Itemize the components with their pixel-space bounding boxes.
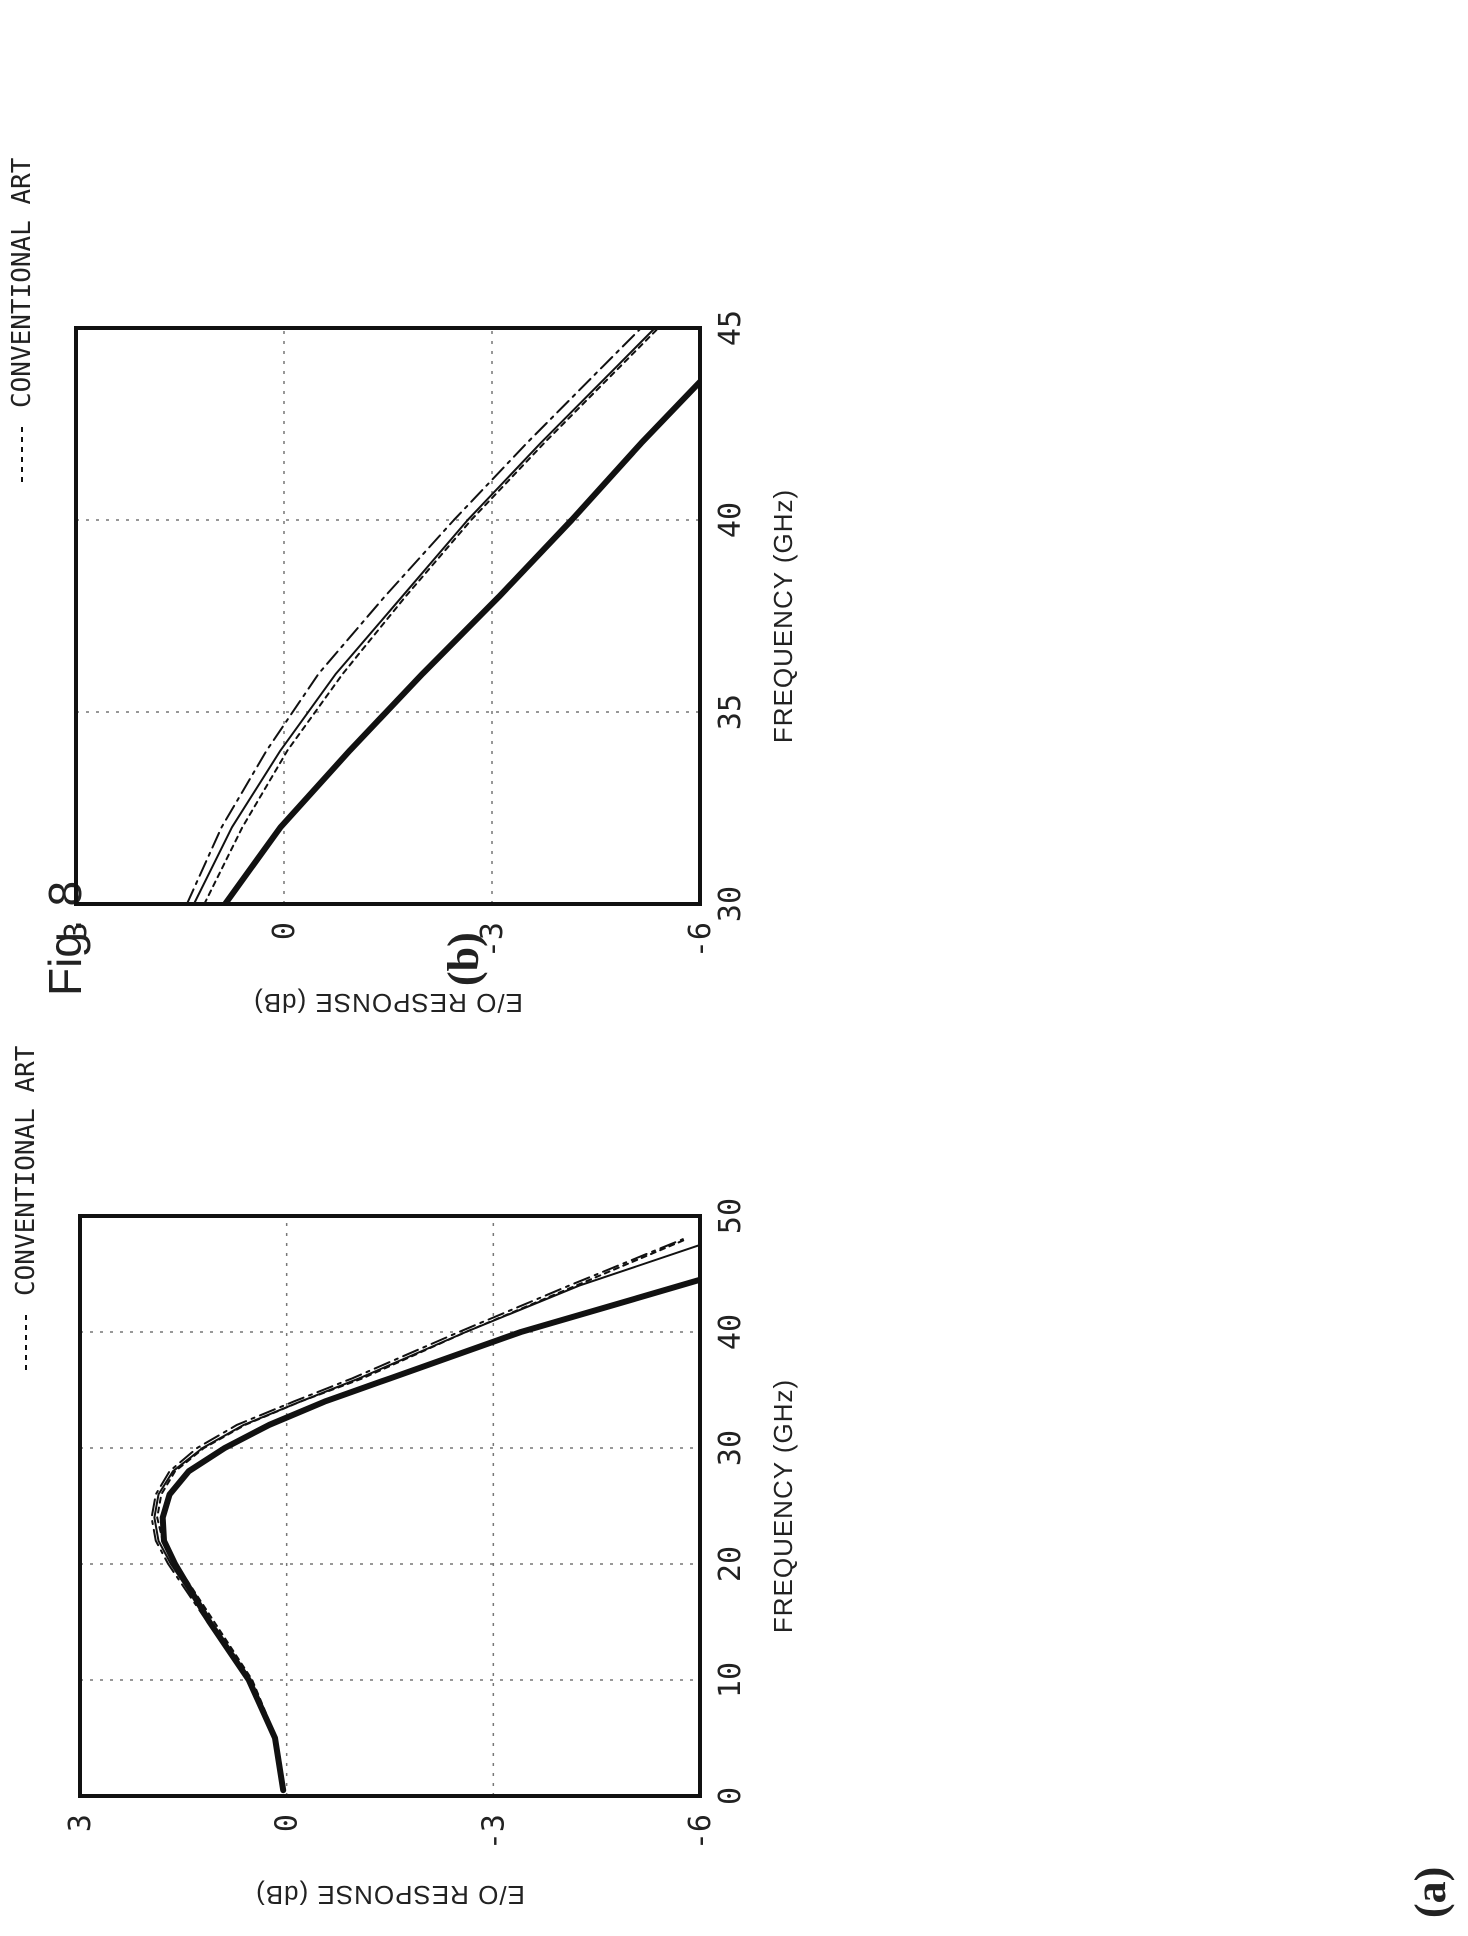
y-tick-label: -3 (475, 922, 510, 958)
series-line-conventional-art (156, 1238, 688, 1792)
plot-frame (78, 1214, 702, 1798)
series-line-0-30-nh (222, 378, 700, 904)
chart-b (21, 326, 702, 906)
x-axis-label: FREQUENCY (GHz) (768, 489, 798, 743)
x-tick-label: 0 (713, 1787, 748, 1805)
y-tick-label: 0 (270, 1814, 305, 1832)
x-axis-label: FREQUENCY (GHz) (768, 1379, 798, 1633)
y-tick-label: 3 (59, 922, 94, 940)
x-tick-label: 10 (713, 1662, 748, 1698)
legend-label: 0.12 nH (0, 298, 1, 408)
plot-frame (74, 326, 702, 906)
series-line-0-12-nh (185, 328, 643, 904)
y-tick-label: -6 (683, 1814, 718, 1850)
legend-label: CONVENTIONAL ART (7, 157, 37, 408)
series-line-0-12-nh (150, 1238, 684, 1792)
y-axis-label: E/O RESPONSE (dB) (253, 988, 523, 1018)
x-tick-label: 45 (713, 310, 748, 346)
series-line-conventional-art (203, 328, 660, 904)
x-tick-label: 30 (713, 1430, 748, 1466)
legend-label: CONVENTIONAL ART (11, 1045, 41, 1296)
legend-label: 0.12 nH (0, 1186, 5, 1296)
x-tick-label: 30 (713, 886, 748, 922)
x-tick-label: 35 (713, 694, 748, 730)
x-tick-label: 50 (713, 1198, 748, 1234)
x-tick-label: 40 (713, 502, 748, 538)
series-line-0-18-nh (192, 328, 656, 904)
x-tick-label: 40 (713, 1314, 748, 1350)
x-tick-label: 20 (713, 1546, 748, 1582)
y-tick-label: -3 (476, 1814, 511, 1850)
series-line-0-18-nh (153, 1244, 700, 1792)
series-line-0-30-nh (159, 1276, 700, 1794)
y-tick-label: 0 (267, 922, 302, 940)
y-tick-label: 3 (63, 1814, 98, 1832)
y-tick-label: -6 (683, 922, 718, 958)
chart-a (25, 1214, 702, 1798)
y-axis-label: E/O RESPONSE (dB) (255, 1880, 525, 1910)
